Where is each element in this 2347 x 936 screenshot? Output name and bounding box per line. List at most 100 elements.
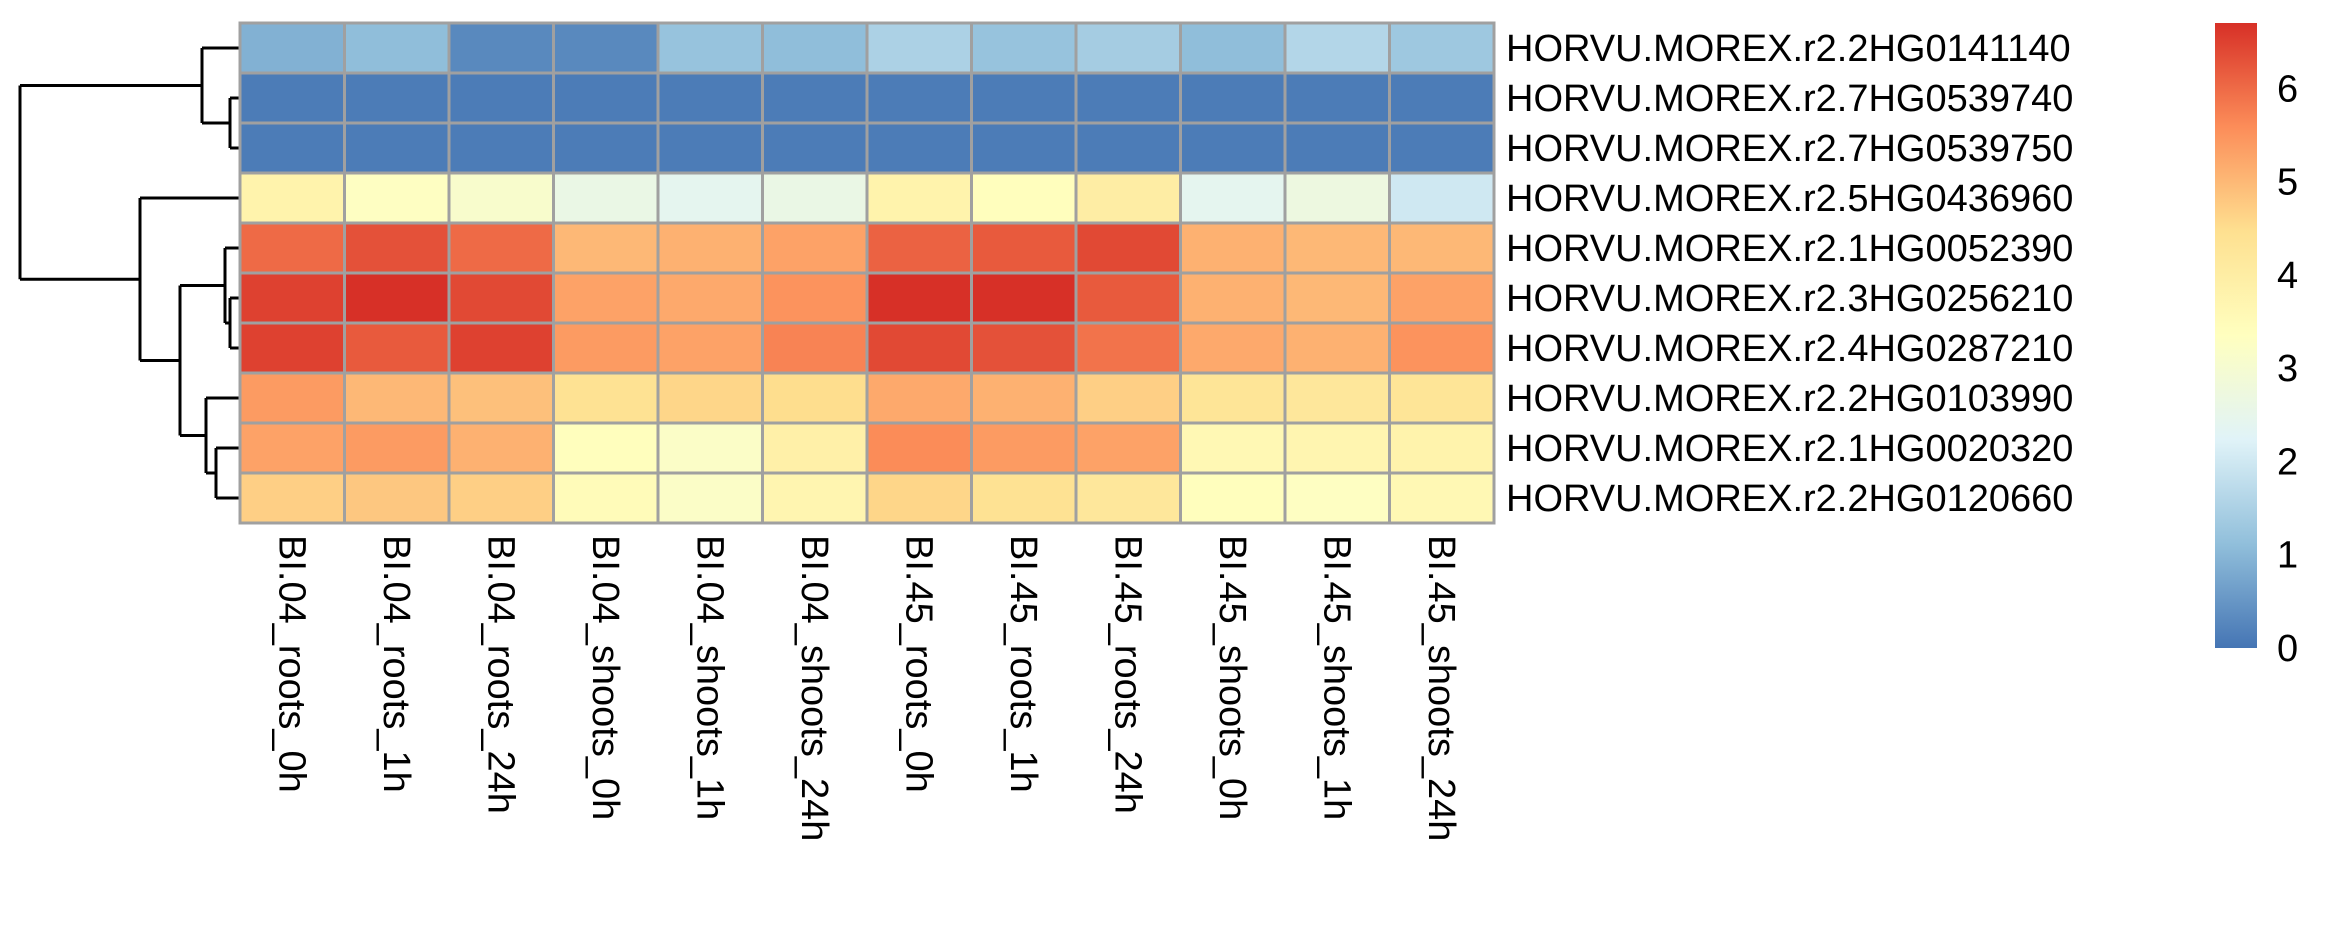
heatmap-cell [343,121,451,175]
colorbar-tick-label: 4 [2277,255,2298,297]
color-legend: 0 1 2 3 4 5 6 [2215,23,2298,670]
heatmap-cell [552,71,660,125]
heatmap-cell [343,221,451,275]
heatmap-cell [1388,371,1496,425]
heatmap-cell [1074,471,1182,525]
heatmap-cells [238,21,1496,525]
column-label: BI.45_shoots_0h [1211,535,1253,820]
heatmap-cell [761,421,869,475]
heatmap-cell [343,371,451,425]
heatmap-cell [343,21,451,75]
colorbar-tick-label: 1 [2277,535,2298,577]
heatmap-cell [447,121,555,175]
colorbar-gradient [2215,23,2257,648]
heatmap-cell [970,471,1078,525]
heatmap-cell [343,471,451,525]
heatmap-cell [343,71,451,125]
heatmap-cell [1388,321,1496,375]
heatmap-cell [1283,321,1391,375]
heatmap-cell [865,171,973,225]
heatmap-cell [761,471,869,525]
column-label: BI.04_shoots_1h [688,535,730,820]
heatmap-cell [238,471,346,525]
colorbar-tick-label: 3 [2277,348,2298,390]
heatmap-cell [552,371,660,425]
heatmap-cell [1388,421,1496,475]
row-label: HORVU.MOREX.r2.1HG0052390 [1506,228,2073,270]
heatmap-cell [865,371,973,425]
heatmap-cell [447,271,555,325]
heatmap-cell [1283,471,1391,525]
heatmap-cell [238,171,346,225]
heatmap-cell [238,421,346,475]
heatmap-cell [238,121,346,175]
heatmap-cell [1283,221,1391,275]
heatmap-cell [761,221,869,275]
heatmap-cell [656,421,764,475]
heatmap-cell [1074,171,1182,225]
row-labels: HORVU.MOREX.r2.2HG0141140 HORVU.MOREX.r2.… [1506,28,2073,520]
heatmap-cell [552,321,660,375]
column-label: BI.45_roots_1h [1002,535,1044,793]
row-dendrogram [18,46,240,500]
heatmap-cell [238,321,346,375]
heatmap-cell [552,271,660,325]
heatmap-cell [656,71,764,125]
heatmap-cell [761,171,869,225]
heatmap-cell [1388,21,1496,75]
heatmap-cell [970,171,1078,225]
column-label: BI.45_roots_24h [1106,535,1148,814]
heatmap-cell [1074,271,1182,325]
heatmap-cell [1179,121,1287,175]
heatmap-cell [238,271,346,325]
heatmap-cell [865,271,973,325]
column-label: BI.04_shoots_0h [584,535,626,820]
heatmap-cell [656,121,764,175]
heatmap-cell [238,21,346,75]
heatmap-cell [1074,71,1182,125]
heatmap-cell [343,421,451,475]
heatmap-cell [343,271,451,325]
heatmap-cell [1179,271,1287,325]
heatmap-cell [656,471,764,525]
row-label: HORVU.MOREX.r2.7HG0539750 [1506,128,2073,170]
heatmap-cell [238,221,346,275]
heatmap-cell [343,321,451,375]
heatmap-cell [552,171,660,225]
heatmap-cell [656,271,764,325]
heatmap-cell [865,71,973,125]
heatmap-cell [447,371,555,425]
heatmap-cell [970,121,1078,175]
heatmap-cell [865,21,973,75]
column-label: BI.04_shoots_24h [793,535,835,841]
heatmap-cell [552,21,660,75]
heatmap-frame [238,21,1496,525]
row-label: HORVU.MOREX.r2.2HG0120660 [1506,478,2073,520]
heatmap-cell [1179,71,1287,125]
heatmap-cell [1283,421,1391,475]
heatmap-cell [447,21,555,75]
heatmap-cell [1388,171,1496,225]
heatmap-cell [1283,171,1391,225]
heatmap-cell [552,221,660,275]
heatmap-cell [447,471,555,525]
column-label: BI.45_roots_0h [897,535,939,793]
heatmap-cell [761,21,869,75]
heatmap-cell [1388,121,1496,175]
heatmap-cell [1179,421,1287,475]
heatmap-cell [865,421,973,475]
heatmap-cell [1388,221,1496,275]
row-label: HORVU.MOREX.r2.4HG0287210 [1506,328,2073,370]
heatmap-cell [1074,221,1182,275]
heatmap-cell [970,371,1078,425]
row-label: HORVU.MOREX.r2.5HG0436960 [1506,178,2073,220]
heatmap-cell [1179,321,1287,375]
heatmap-cell [1074,21,1182,75]
heatmap-cell [865,471,973,525]
colorbar-tick-label: 0 [2277,628,2298,670]
row-label: HORVU.MOREX.r2.3HG0256210 [1506,278,2073,320]
heatmap-cell [1283,71,1391,125]
heatmap-cell [552,471,660,525]
heatmap-cell [970,221,1078,275]
